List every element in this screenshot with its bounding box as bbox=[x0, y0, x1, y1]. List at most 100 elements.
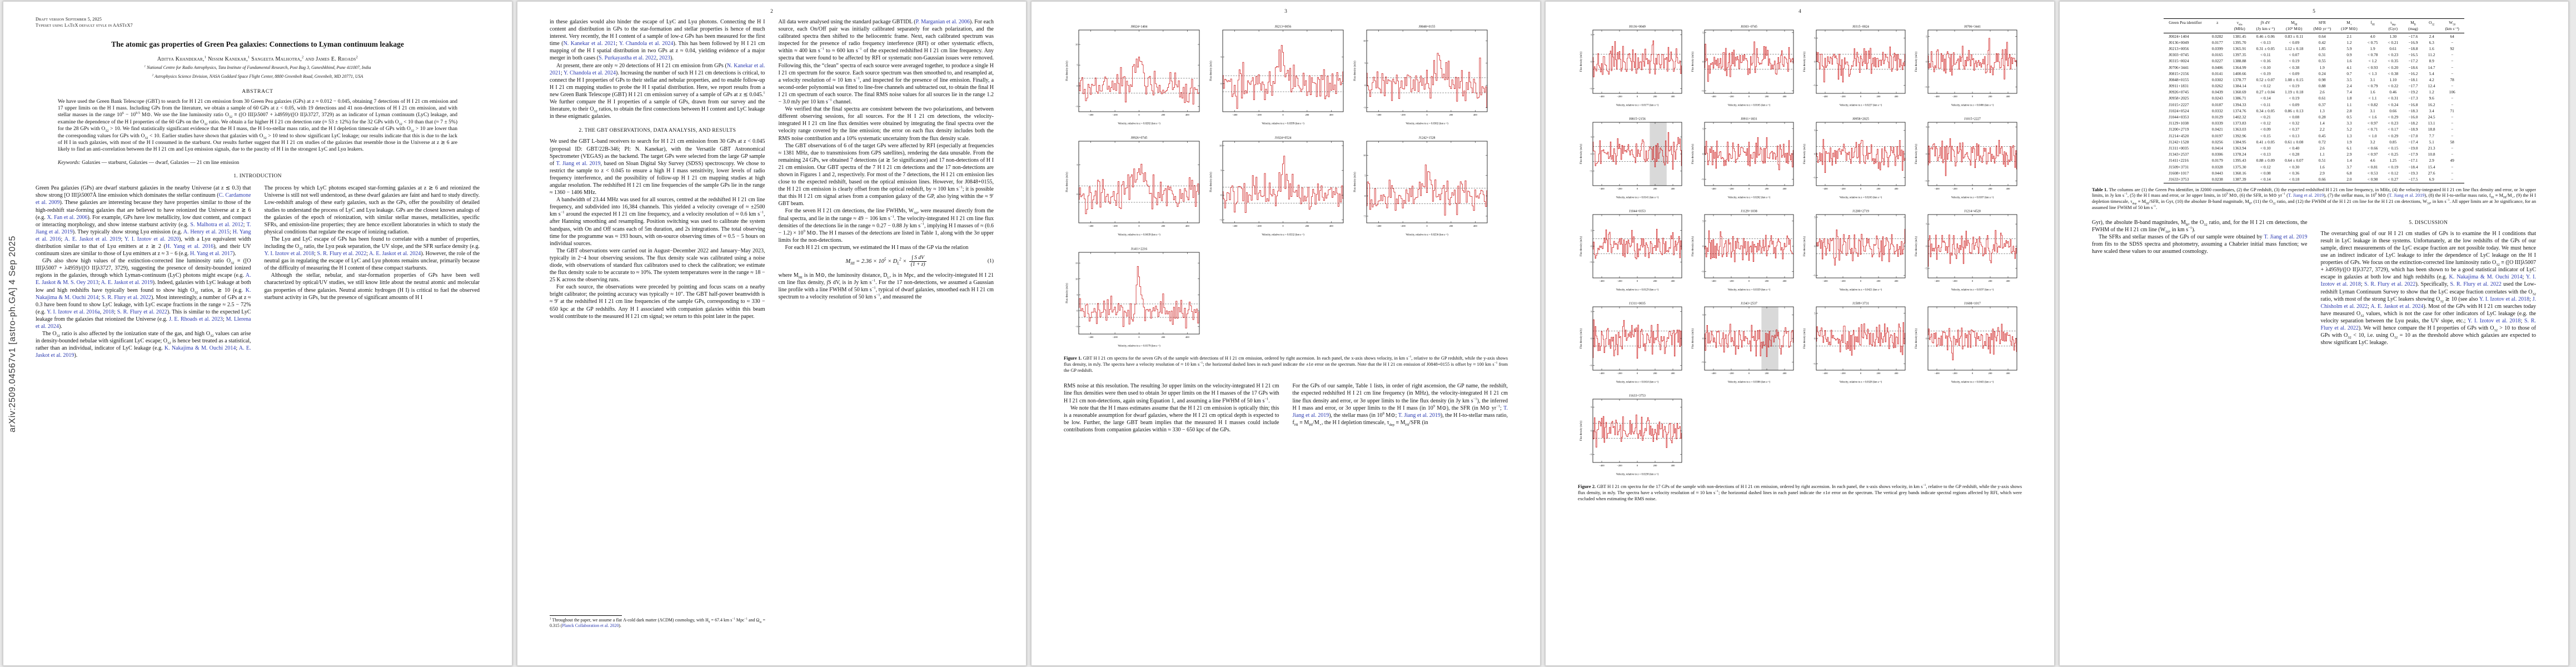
table-cell: 1.2 bbox=[2429, 89, 2434, 95]
citation-link[interactable]: S. Purkayastha et al. 2022 bbox=[599, 55, 656, 62]
svg-text:5: 5 bbox=[1926, 223, 1927, 226]
citation-link[interactable]: J. E. Rhoads et al. 2023 bbox=[169, 316, 223, 322]
citation-link[interactable]: T. Jiang et al. 2019 bbox=[556, 160, 601, 167]
citation-link[interactable]: T. Jiang et al. 2019 bbox=[1398, 412, 1441, 419]
citation-link[interactable]: A. E. Jaskot et al. 2024 bbox=[2370, 303, 2424, 310]
panel-source-id: J1608+1017 bbox=[1964, 302, 1981, 306]
table-cell: 14.7 bbox=[2428, 64, 2435, 70]
table-cell: 6.3 bbox=[2429, 39, 2434, 45]
keywords-label: Keywords: bbox=[58, 160, 81, 166]
citation-link[interactable]: T. Jiang et al. 2019 bbox=[36, 221, 251, 235]
citation-link[interactable]: T. Jiang et al. 2019 bbox=[2288, 193, 2324, 198]
citation-link[interactable]: T. Jiang et al. 2019 bbox=[1292, 405, 1508, 419]
page-1: arXiv:2509.04567v1 [astro-ph.GA] 4 Sep 2… bbox=[3, 1, 512, 666]
table-cell: 0.45 bbox=[2318, 133, 2326, 138]
svg-text:0: 0 bbox=[1637, 95, 1638, 98]
footnote-rule bbox=[550, 615, 622, 616]
citation-link[interactable]: Y. I. Izotov et al. 2018 bbox=[264, 251, 315, 257]
table-cell: 0.0306 bbox=[2211, 152, 2223, 157]
table-row-J1044+0353: J1044+0353 0.0129 1402.32 < 0.21 < 0.08 0.28 0… bbox=[2164, 114, 2464, 120]
table-cell: 1381.45 bbox=[2233, 33, 2246, 39]
citation-link[interactable]: A. Henry et al. 2015 bbox=[183, 228, 230, 235]
citation-link[interactable]: S. R. Flury et al. 2022 bbox=[2320, 317, 2537, 331]
citation-link[interactable]: Y. Chandola et al. 2024 bbox=[564, 69, 616, 76]
table-cell: < 0.18 bbox=[2289, 176, 2300, 182]
citation-link[interactable]: Y. I. Izotov et al. 2018 bbox=[2479, 296, 2530, 302]
svg-text:5: 5 bbox=[1591, 229, 1592, 232]
citation-link[interactable]: H. Yang et al. 2016 bbox=[36, 228, 251, 242]
svg-text:5: 5 bbox=[1077, 163, 1078, 166]
citation-link[interactable]: A. E. Jaskot et al. 2019 bbox=[64, 236, 121, 242]
hi-21cm-spectrum: −400 −200 0 200 400 −5 0 5 J1343+2537 Velocity, r… bbox=[1692, 302, 1794, 384]
table-cell: 1.9 bbox=[2370, 46, 2375, 51]
citation-link[interactable]: Y. I. Izotov et al. 2018 bbox=[2320, 274, 2537, 288]
citation-link[interactable]: K. Nakajima & M. Ouchi 2014 bbox=[36, 287, 251, 301]
table-cell: −17.9 bbox=[2408, 152, 2418, 157]
svg-text:200: 200 bbox=[1653, 95, 1658, 98]
svg-text:400: 400 bbox=[1671, 372, 1676, 375]
citation-link[interactable]: A. E. Jaskot et al. 2019 bbox=[36, 345, 251, 359]
citation-link[interactable]: 2018 bbox=[103, 308, 114, 315]
table-cell: < 0.19 bbox=[2289, 96, 2300, 101]
table-cell: 2.2 bbox=[2319, 127, 2325, 132]
table-unit-header: (Jy km s⁻¹) bbox=[2251, 26, 2280, 33]
citation-link[interactable]: K. Nakajima & M. Ouchi 2014 bbox=[2449, 274, 2523, 281]
spectrum-panel-J0848+0155: −400 −200 0 200 400 −5 0 5 10 J0848+0155 Velocity,… bbox=[1352, 23, 1491, 128]
page-1-content: Draft version September 5, 2025 Typeset … bbox=[36, 16, 480, 649]
paragraph: in these galaxies would also hinder the … bbox=[550, 19, 765, 62]
citation-link[interactable]: H. Yang et al. 2016 bbox=[166, 243, 214, 250]
citation-link[interactable]: A. E. Jaskot & M. S. Oey 2013 bbox=[36, 272, 251, 286]
table-cell: 2.4 bbox=[2429, 33, 2434, 39]
page-3-content: −400 −200 0 200 400 −5 0 5 10 J0024+1404 Velocity,… bbox=[1064, 16, 1508, 649]
svg-text:−5: −5 bbox=[1701, 361, 1705, 364]
panel-source-id: J0958+2025 bbox=[1852, 118, 1869, 121]
svg-text:−5: −5 bbox=[1813, 176, 1816, 179]
table-cell: J0213+0056 bbox=[2169, 46, 2189, 51]
citation-link[interactable]: S. Malhotra et al. 2012 bbox=[190, 221, 243, 228]
citation-link[interactable]: K. Nakajima & M. Ouchi 2014 bbox=[164, 345, 236, 352]
page-number: 5 bbox=[2313, 9, 2315, 14]
svg-text:200: 200 bbox=[1765, 372, 1770, 375]
citation-link[interactable]: 2023 bbox=[659, 55, 670, 62]
citation-link[interactable]: S. R. Flury et al. 2022 bbox=[117, 308, 167, 315]
citation-link[interactable]: J. Chisholm et al. 2022 bbox=[2320, 296, 2537, 310]
citation-link[interactable]: C. Cardamone et al. 2009 bbox=[36, 192, 251, 206]
table-cell: 10.8 bbox=[2428, 152, 2435, 157]
citation-link[interactable]: S. R. Flury et al. 2022 bbox=[317, 251, 367, 257]
citation-link[interactable]: Y. I. Izotov et al. 2016a bbox=[47, 308, 100, 315]
citation-link[interactable]: T. Jiang et al. 2019 bbox=[2389, 193, 2425, 198]
citation-link[interactable]: T. Jiang et al. 2019 bbox=[2264, 233, 2308, 240]
svg-text:Flux density (mJy): Flux density (mJy) bbox=[1066, 61, 1069, 81]
svg-text:10: 10 bbox=[1219, 145, 1222, 147]
citation-link[interactable]: Y. I. Izotov et al. 2018 bbox=[2467, 317, 2521, 324]
citation-link[interactable]: S. R. Flury et al. 2022 bbox=[101, 294, 151, 301]
svg-text:−400: −400 bbox=[1376, 225, 1382, 227]
spectrum-panel-J1311+0035: −400 −200 0 200 400 −5 0 5 J1311+0035 Velocity, r… bbox=[1578, 300, 1685, 387]
svg-text:15: 15 bbox=[1075, 262, 1078, 265]
citation-link[interactable]: N. Kanekar et al. 2021 bbox=[563, 41, 616, 47]
table-cell: 0.31 ± 0.05 bbox=[2256, 46, 2275, 51]
citation-link[interactable]: M. Llerena et al. 2024 bbox=[36, 316, 251, 330]
citation-link[interactable]: Y. I. Izotov et al. 2020 bbox=[124, 236, 180, 242]
table-cell: < 0.38 bbox=[2289, 64, 2300, 70]
svg-text:Velocity, relative to z = 0.02: Velocity, relative to z = 0.0227 (km s⁻¹… bbox=[1840, 104, 1882, 107]
table-cell: −16.8 bbox=[2408, 102, 2418, 107]
citation-link[interactable]: X. Fan et al. 2006 bbox=[47, 214, 88, 221]
table-cell: < 1.6 bbox=[2368, 115, 2377, 120]
citation-link[interactable]: S. R. Flury et al. 2022 bbox=[2450, 281, 2502, 288]
table-cell: 2.0 bbox=[2346, 176, 2352, 182]
svg-text:5: 5 bbox=[1814, 312, 1816, 315]
citation-link[interactable]: A. E. Jaskot et al. 2024 bbox=[369, 251, 421, 257]
table-cell: J1024+0524 bbox=[2169, 108, 2189, 113]
citation-link[interactable]: A. E. Jaskot et al. 2019 bbox=[101, 280, 153, 286]
citation-link[interactable]: P. Marganian et al. 2006 bbox=[915, 19, 970, 25]
citation-link[interactable]: N. Kanekar et al. 2021 bbox=[550, 62, 765, 76]
citation-link[interactable]: H. Yang et al. 2017 bbox=[190, 251, 233, 257]
svg-text:400: 400 bbox=[1783, 372, 1787, 375]
svg-text:Velocity, relative to z = 0.03: Velocity, relative to z = 0.0332 (km s⁻¹… bbox=[1262, 233, 1304, 237]
citation-link[interactable]: Y. Chandola et al. 2024 bbox=[619, 41, 674, 47]
svg-text:200: 200 bbox=[1305, 225, 1309, 227]
citation-link[interactable]: Planck Collaboration et al. 2020 bbox=[562, 623, 619, 628]
citation-link[interactable]: S. R. Flury et al. 2022 bbox=[2364, 281, 2416, 288]
panel-source-id: J0213+0056 bbox=[1275, 26, 1292, 29]
